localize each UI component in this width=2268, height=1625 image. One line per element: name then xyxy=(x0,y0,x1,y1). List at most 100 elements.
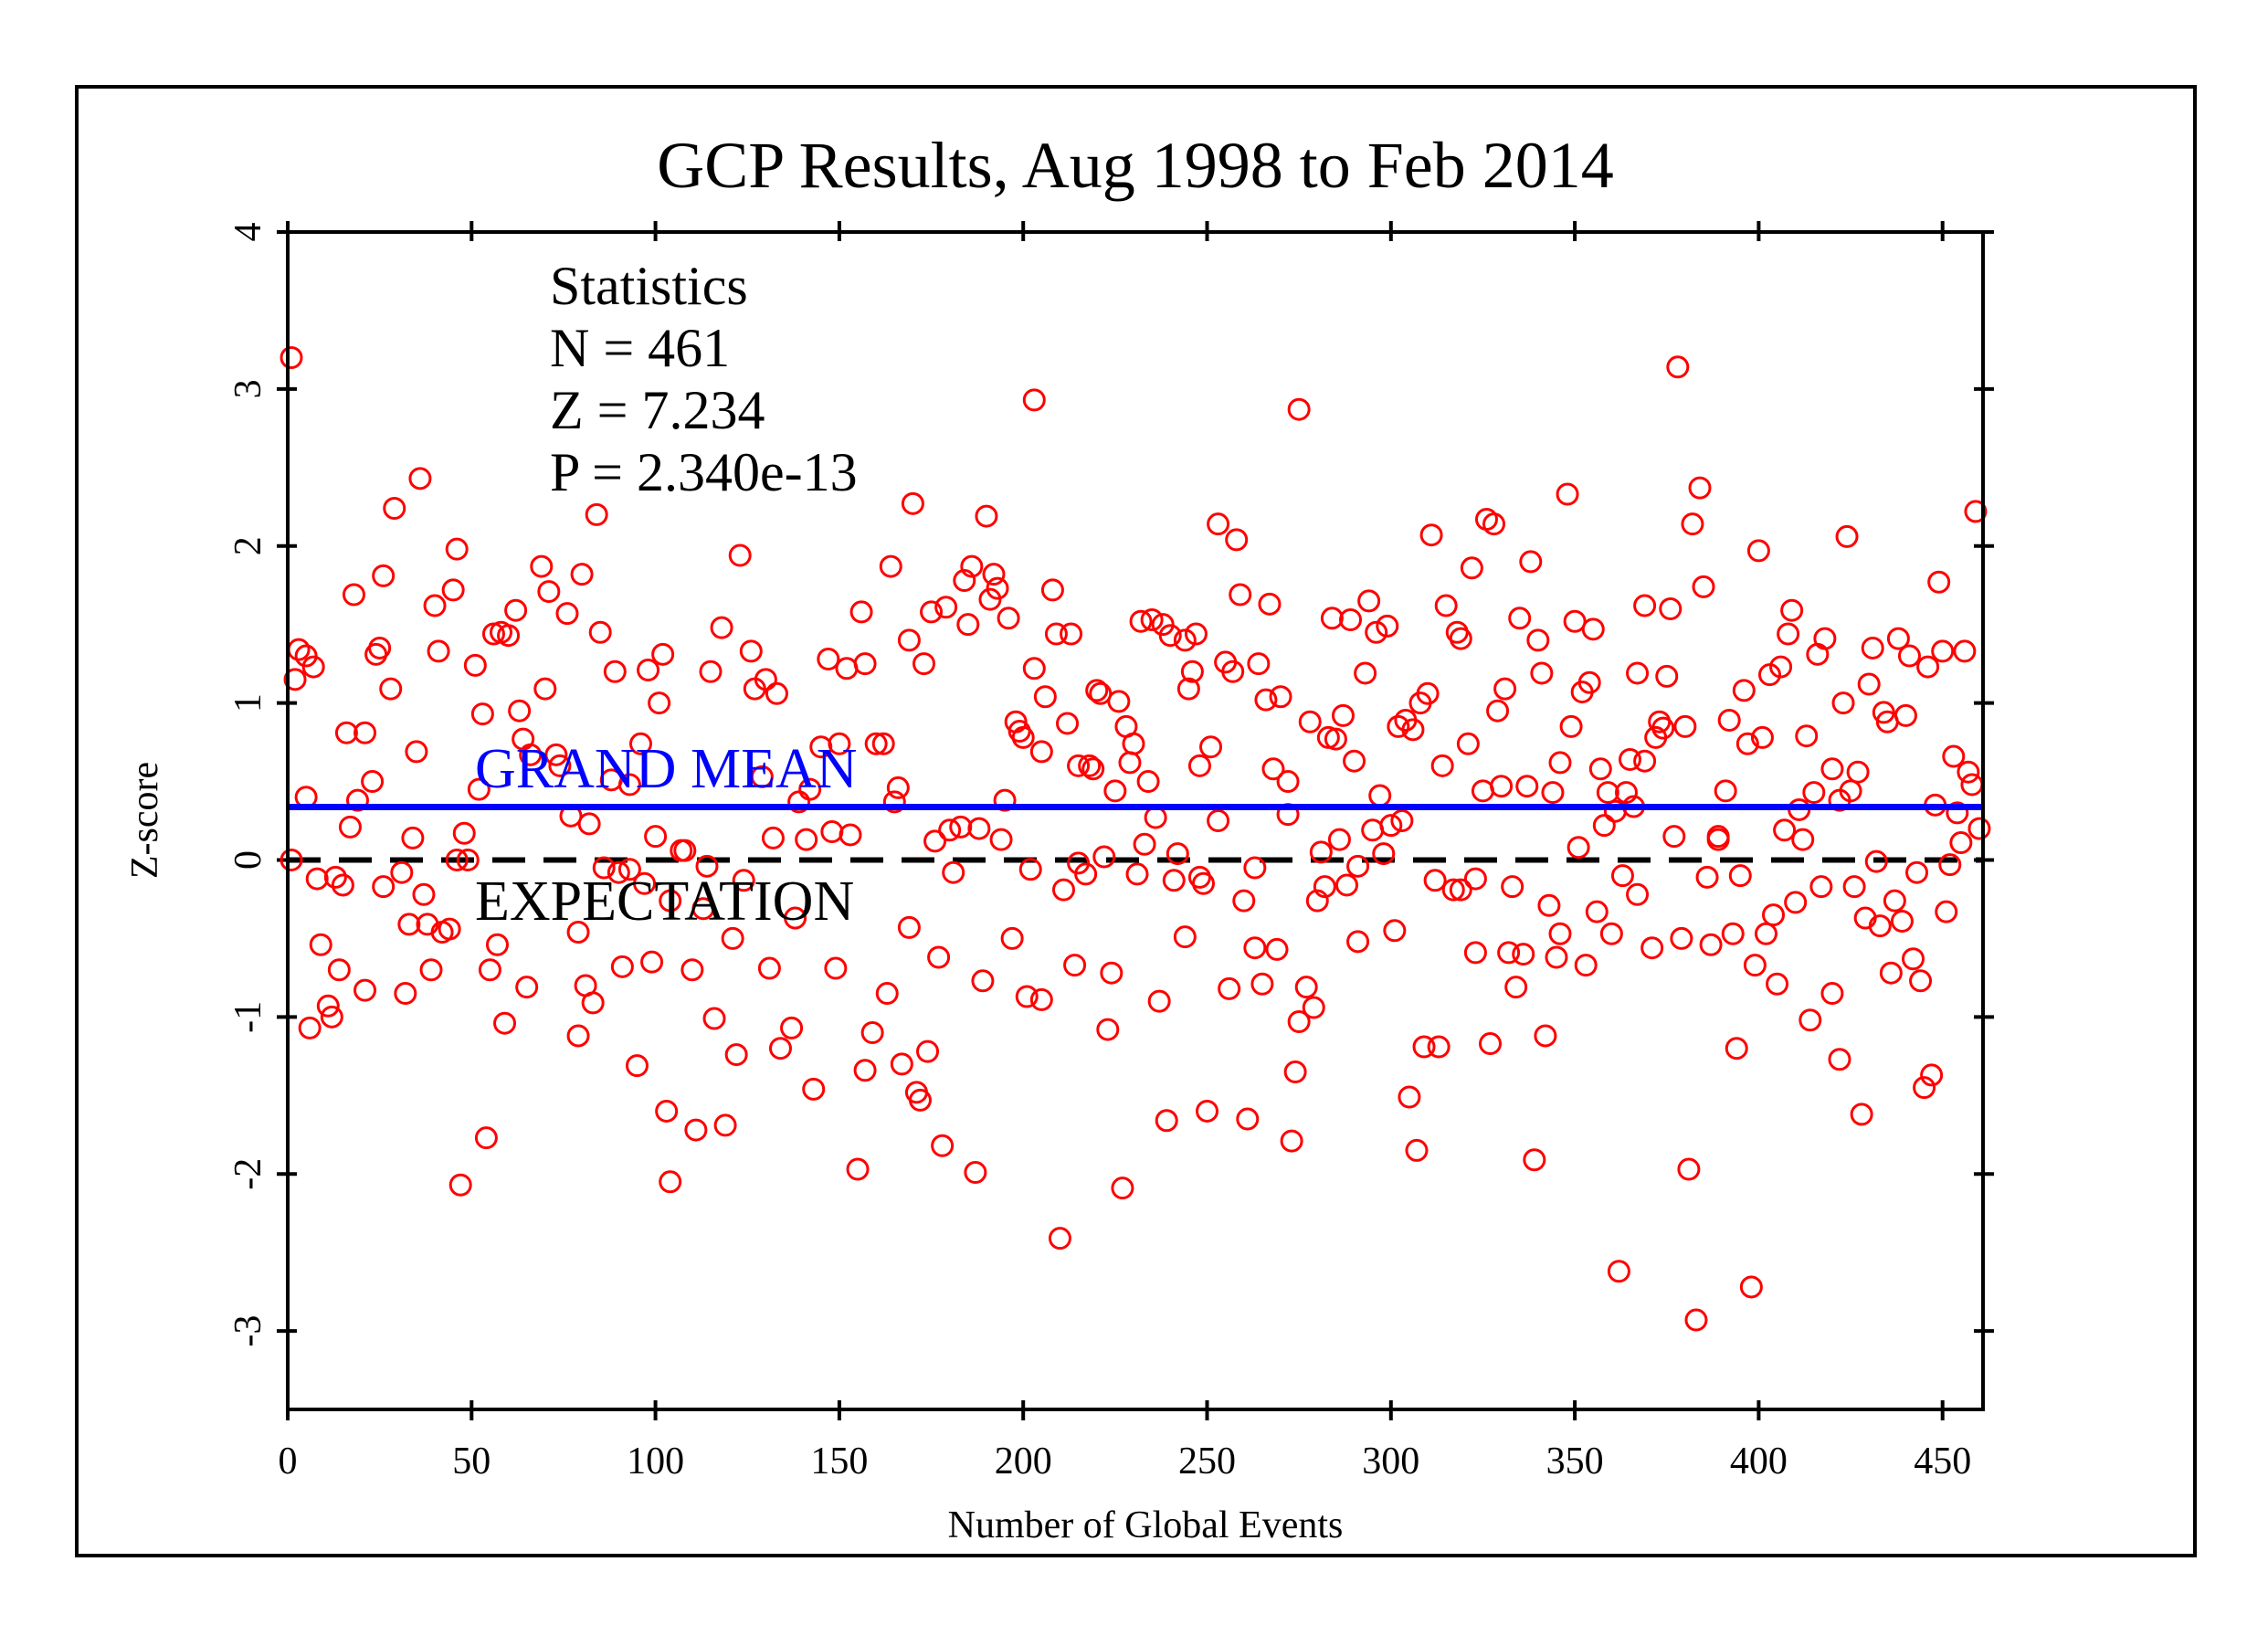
data-point xyxy=(544,743,568,766)
data-point xyxy=(1029,740,1053,764)
data-point xyxy=(1967,817,1991,840)
data-point xyxy=(1276,770,1300,794)
data-point xyxy=(1592,814,1616,838)
data-point xyxy=(1556,482,1579,506)
data-point xyxy=(853,1059,877,1082)
data-point xyxy=(644,825,668,849)
data-point xyxy=(710,616,733,639)
data-point xyxy=(1100,961,1123,985)
data-point xyxy=(1111,1177,1134,1200)
data-point xyxy=(768,1037,792,1060)
data-point xyxy=(1802,781,1826,805)
data-point xyxy=(920,600,944,624)
data-point xyxy=(1430,754,1454,777)
data-point xyxy=(897,915,921,939)
data-point xyxy=(1346,930,1370,954)
data-point xyxy=(1835,524,1859,548)
data-point xyxy=(860,1021,884,1045)
data-point xyxy=(445,537,469,561)
data-point xyxy=(1343,749,1366,773)
data-point xyxy=(1229,583,1252,607)
data-point xyxy=(1463,941,1487,965)
data-point xyxy=(1842,875,1866,899)
data-point xyxy=(1015,985,1039,1008)
stats-n: N = 461 xyxy=(550,318,730,378)
data-point xyxy=(871,732,895,755)
data-point xyxy=(1839,779,1862,803)
y-tick-label: -3 xyxy=(227,1315,269,1347)
data-point xyxy=(397,913,421,936)
data-point xyxy=(964,1160,987,1184)
data-point xyxy=(1305,889,1329,913)
data-point xyxy=(757,956,781,980)
data-point xyxy=(628,732,652,755)
data-point xyxy=(474,1126,498,1150)
data-point xyxy=(1493,677,1517,701)
data-point xyxy=(1512,943,1535,966)
data-point xyxy=(1309,840,1333,864)
data-point xyxy=(1463,867,1487,891)
data-point xyxy=(467,777,491,801)
data-point xyxy=(470,702,494,726)
data-point xyxy=(1173,628,1197,652)
data-point xyxy=(1048,1227,1071,1250)
data-point xyxy=(754,668,777,691)
data-point xyxy=(695,854,719,878)
data-point xyxy=(456,848,480,871)
data-point xyxy=(890,1052,913,1076)
data-point xyxy=(728,543,752,567)
axis-ticks: 0 50 100 150 200 250 300 350 400 450 -3 -2 -1 0 1 2 3 4 xyxy=(227,221,1994,1483)
data-point xyxy=(1534,1024,1557,1048)
data-point xyxy=(971,969,995,993)
data-point xyxy=(1743,954,1767,977)
data-point xyxy=(1619,747,1642,771)
data-point xyxy=(684,1118,708,1142)
data-point xyxy=(1166,842,1189,866)
data-point xyxy=(1935,900,1958,923)
data-point xyxy=(1184,622,1208,646)
data-point xyxy=(795,828,818,851)
data-point xyxy=(452,821,476,845)
data-point xyxy=(463,653,487,677)
y-tick-label: 3 xyxy=(227,379,269,398)
data-point xyxy=(949,815,973,839)
data-point xyxy=(566,921,590,944)
data-point xyxy=(1250,972,1274,996)
data-point xyxy=(1633,749,1657,773)
data-point xyxy=(820,820,844,844)
data-point xyxy=(1640,936,1664,960)
data-point xyxy=(280,848,303,871)
data-point xyxy=(1173,925,1197,949)
data-point xyxy=(592,856,616,880)
data-point xyxy=(1254,688,1278,712)
plot-area-frame xyxy=(286,230,1985,1411)
data-point xyxy=(1728,864,1752,888)
data-point xyxy=(1265,937,1289,961)
data-point xyxy=(1078,754,1102,777)
x-axis-label: Number of Global Events xyxy=(948,1504,1344,1546)
data-point xyxy=(1501,875,1524,899)
data-point xyxy=(353,721,377,744)
data-point xyxy=(1261,757,1285,781)
data-point xyxy=(1750,725,1774,749)
data-point xyxy=(438,917,461,941)
data-point xyxy=(1666,355,1690,379)
data-point xyxy=(1368,784,1392,807)
data-point xyxy=(1931,639,1955,663)
data-point xyxy=(1033,685,1057,709)
data-point xyxy=(1530,661,1554,685)
data-point xyxy=(1588,757,1612,781)
data-point xyxy=(1269,685,1292,709)
data-point xyxy=(1155,1109,1178,1133)
data-point xyxy=(1559,714,1583,738)
data-point xyxy=(1673,714,1697,738)
data-point xyxy=(1739,1275,1763,1299)
data-point xyxy=(390,860,414,884)
data-point xyxy=(1320,607,1344,630)
grand-mean-label: GRAND MEAN xyxy=(475,738,858,800)
data-point xyxy=(1777,622,1800,646)
data-point xyxy=(1746,539,1770,563)
data-point xyxy=(610,955,634,978)
data-point xyxy=(423,594,447,617)
data-point xyxy=(1766,972,1789,996)
